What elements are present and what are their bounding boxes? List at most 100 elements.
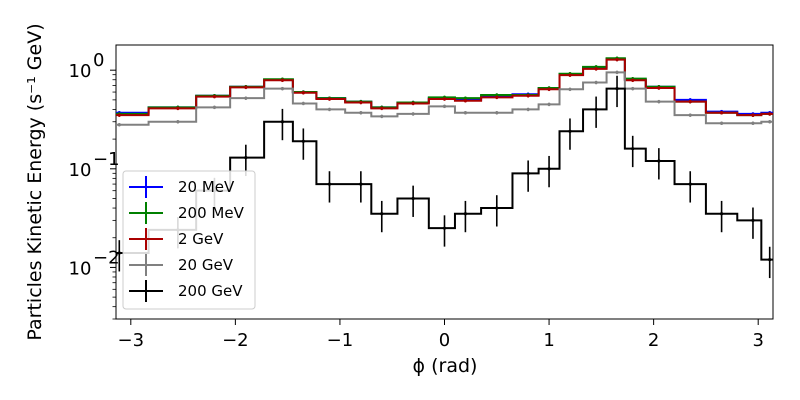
data-point	[568, 129, 572, 133]
data-point	[463, 111, 468, 115]
legend-item: 200 GeV	[129, 280, 243, 302]
data-point	[380, 114, 384, 118]
data-point	[719, 121, 724, 125]
data-point	[719, 111, 724, 115]
legend-label: 20 MeV	[178, 178, 235, 196]
data-point	[495, 95, 499, 99]
series-2	[116, 57, 773, 117]
data-point	[615, 70, 619, 74]
data-point	[463, 99, 468, 103]
data-point	[751, 218, 755, 222]
data-point	[768, 258, 772, 262]
data-point	[244, 155, 248, 160]
x-tick-label: −2	[222, 330, 249, 351]
data-point	[301, 101, 305, 106]
data-point	[117, 113, 121, 117]
data-point	[411, 196, 415, 201]
data-point	[301, 139, 305, 143]
y-tick-label: 10	[69, 258, 92, 279]
data-point	[631, 147, 635, 151]
data-point	[380, 212, 384, 216]
data-point	[631, 87, 635, 91]
data-point	[657, 159, 661, 163]
legend-label: 200 GeV	[178, 282, 243, 300]
data-point	[359, 111, 363, 115]
y-tick-label: 10	[69, 61, 92, 82]
data-point	[768, 120, 772, 124]
y-tick-exponent: −1	[93, 149, 120, 170]
data-point	[547, 87, 551, 91]
data-point	[615, 87, 619, 91]
data-point	[526, 107, 530, 112]
x-tick-label: 2	[648, 330, 659, 351]
data-point	[568, 87, 572, 91]
data-point	[526, 171, 530, 175]
data-point	[442, 97, 447, 101]
y-axis-title: Particles Kinetic Energy (s⁻¹ GeV)	[24, 23, 46, 340]
data-point	[495, 111, 499, 115]
series-3	[116, 70, 773, 127]
data-point	[594, 80, 598, 85]
legend-item: 20 MeV	[129, 176, 235, 198]
data-point	[594, 67, 598, 71]
data-point	[442, 226, 447, 230]
data-point	[688, 100, 692, 104]
data-point	[411, 101, 415, 106]
data-point	[547, 102, 551, 106]
data-point	[463, 212, 468, 216]
data-point	[495, 206, 499, 210]
series-line	[116, 58, 773, 117]
data-point	[526, 94, 530, 98]
data-point	[280, 87, 285, 91]
data-point	[751, 113, 755, 117]
legend-item: 20 GeV	[129, 254, 234, 276]
data-point	[688, 182, 692, 186]
x-tick-label: −1	[327, 330, 354, 351]
data-point	[212, 94, 217, 99]
legend-label: 2 GeV	[178, 230, 224, 248]
data-point	[768, 112, 772, 116]
data-point	[657, 100, 661, 104]
data-point	[327, 97, 332, 101]
legend-label: 200 MeV	[178, 204, 245, 222]
data-point	[359, 100, 363, 105]
x-tick-label: 0	[439, 330, 450, 351]
data-point	[359, 182, 363, 186]
data-point	[568, 73, 572, 77]
x-ticks: −3 −2 −1 0 1 2 3	[118, 319, 764, 351]
data-point	[117, 251, 121, 255]
data-point	[594, 107, 598, 112]
data-point	[212, 105, 217, 109]
x-tick-label: −3	[118, 330, 145, 351]
x-axis-title: ϕ (rad)	[413, 355, 478, 377]
data-point	[688, 113, 692, 117]
y-tick-exponent: 0	[93, 50, 104, 71]
data-point	[411, 112, 415, 116]
data-point	[244, 96, 248, 100]
data-point	[176, 106, 180, 110]
data-point	[244, 85, 248, 89]
x-tick-label: 1	[543, 330, 554, 351]
legend: 20 MeV 200 MeV 2 GeV 20 GeV 200 GeV	[122, 170, 256, 310]
data-point	[327, 107, 332, 112]
data-point	[463, 96, 468, 100]
data-point	[327, 182, 332, 186]
data-point	[631, 78, 635, 82]
data-point	[380, 106, 384, 110]
data-point	[751, 121, 755, 125]
data-point	[176, 120, 180, 124]
y-tick-label: 10	[69, 160, 92, 181]
data-point	[719, 212, 724, 216]
data-point	[615, 58, 619, 62]
series-4	[116, 75, 773, 279]
data-point	[280, 120, 285, 124]
data-point	[301, 91, 305, 95]
series-line	[116, 87, 773, 261]
data-point	[442, 104, 447, 108]
y-tick-exponent: −2	[93, 247, 120, 268]
data-point	[280, 78, 285, 82]
data-point	[547, 167, 551, 171]
data-point	[117, 123, 121, 127]
